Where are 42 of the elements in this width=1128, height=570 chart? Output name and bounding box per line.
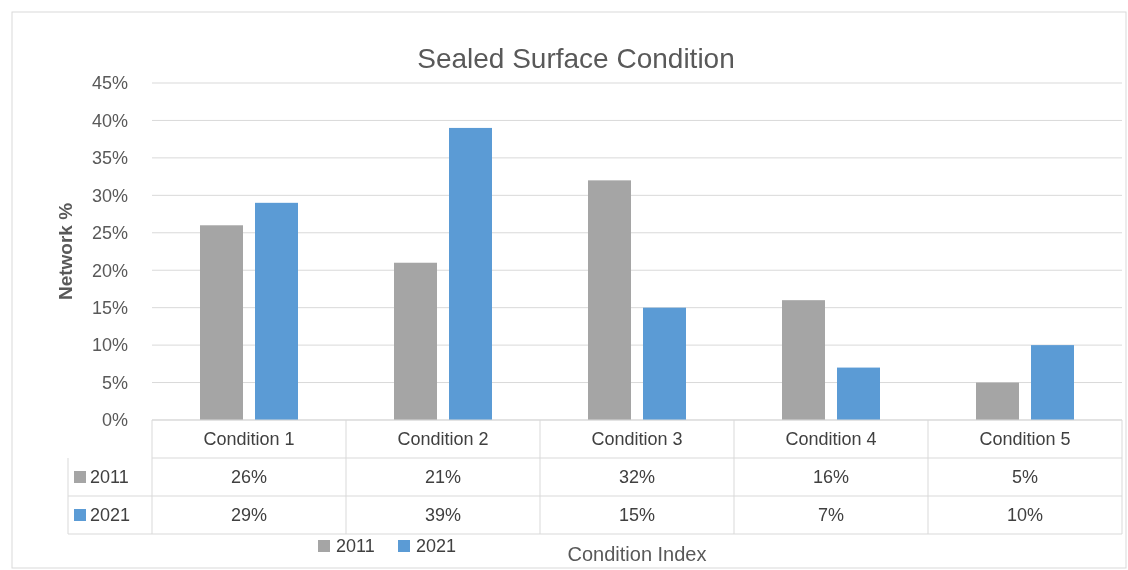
x-tick-label: Condition 1	[203, 429, 295, 450]
data-label: 10%	[1006, 505, 1044, 526]
x-tick-label: Condition 2	[397, 429, 489, 450]
bar	[837, 367, 880, 420]
x-tick-label: Condition 4	[785, 429, 877, 450]
data-label: 16%	[812, 467, 850, 488]
legend-label: 2021	[416, 536, 457, 557]
y-tick-label: 0%	[101, 410, 128, 431]
x-axis-title: Condition Index	[567, 543, 707, 565]
bar	[782, 300, 825, 420]
bar	[449, 127, 492, 420]
data-label: 15%	[618, 505, 656, 526]
bar	[200, 225, 243, 420]
y-tick-label: 10%	[91, 335, 128, 356]
x-tick-label: Condition 3	[591, 429, 683, 450]
bar	[1031, 345, 1074, 420]
y-tick-label: 20%	[91, 260, 128, 281]
y-tick-label: 35%	[91, 148, 128, 169]
y-axis-title: Network %	[55, 202, 76, 301]
y-tick-label: 5%	[101, 372, 128, 393]
text: 2021	[90, 505, 131, 526]
x-tick-label: Condition 5	[979, 429, 1071, 450]
legend-label: 2011	[90, 467, 129, 488]
y-tick-label: 40%	[91, 110, 128, 131]
bar	[643, 307, 686, 420]
bar	[255, 202, 298, 420]
bar	[976, 382, 1019, 420]
chart-title: Sealed Surface Condition	[417, 43, 735, 74]
data-label: 29%	[230, 505, 268, 526]
data-label: 7%	[817, 505, 845, 526]
data-label: 21%	[424, 467, 462, 488]
bar	[394, 262, 437, 420]
data-label: 39%	[424, 505, 462, 526]
y-tick-label: 45%	[91, 73, 128, 94]
data-label: 32%	[618, 467, 656, 488]
y-tick-label: 25%	[91, 223, 128, 244]
y-tick-label: 30%	[91, 185, 128, 206]
data-label: 5%	[1011, 467, 1039, 488]
data-label: 26%	[230, 467, 268, 488]
y-tick-label: 15%	[91, 297, 128, 318]
bar	[588, 180, 631, 420]
text: 2011	[336, 536, 375, 557]
